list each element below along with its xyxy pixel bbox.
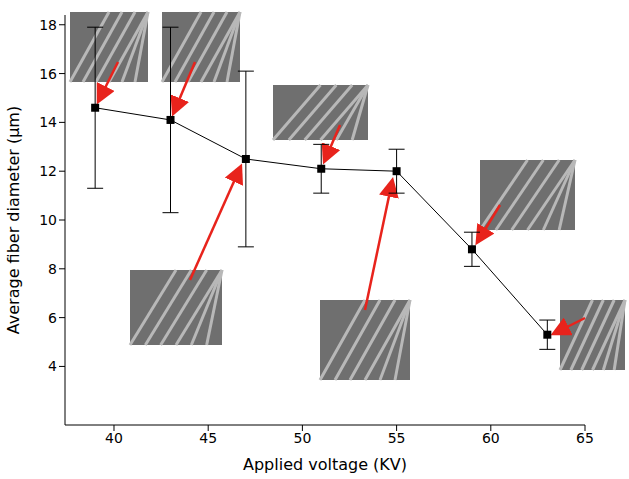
svg-text:Applied voltage (KV): Applied voltage (KV) [243,455,407,474]
svg-text:18: 18 [39,17,57,33]
svg-text:45: 45 [199,430,217,446]
svg-text:55: 55 [388,430,406,446]
svg-text:50: 50 [293,430,311,446]
svg-text:16: 16 [39,66,57,82]
svg-text:14: 14 [39,114,57,130]
svg-text:8: 8 [48,261,57,277]
svg-text:40: 40 [105,430,123,446]
svg-text:4: 4 [48,358,57,374]
svg-text:60: 60 [482,430,500,446]
svg-text:6: 6 [48,310,57,326]
svg-text:65: 65 [576,430,594,446]
svg-text:Average fiber diameter (μm): Average fiber diameter (μm) [4,106,23,334]
svg-text:10: 10 [39,212,57,228]
svg-text:12: 12 [39,163,57,179]
